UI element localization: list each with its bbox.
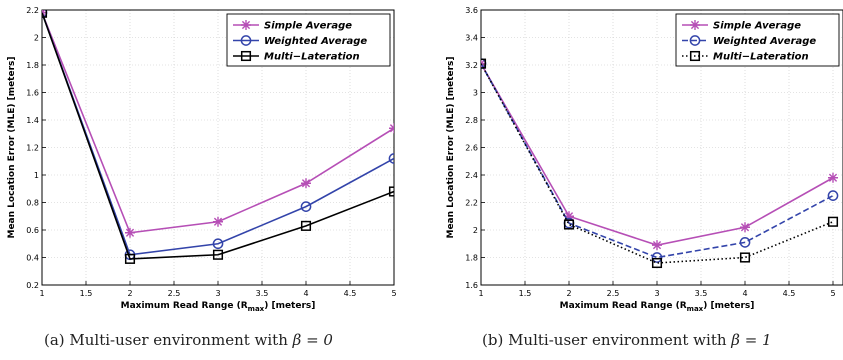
y-tick-label: 1 (34, 171, 39, 180)
y-tick-label: 3.4 (465, 34, 478, 43)
y-tick-label: 2.8 (465, 116, 478, 125)
legend-label: Weighted Average (264, 36, 367, 47)
y-axis-label: Mean Location Error (MLE) [meters] (7, 57, 17, 239)
legend-label: Simple Average (713, 21, 801, 32)
x-axis-label: Maximum Read Range (Rmax) [meters] (121, 301, 316, 313)
legend-label: Weighted Average (713, 36, 816, 47)
data-point (739, 252, 751, 263)
x-tick-label: 3.5 (695, 289, 708, 298)
x-tick-label: 1.5 (80, 289, 93, 298)
y-tick-label: 2.2 (26, 6, 39, 15)
caption-a-math: β = 0 (292, 331, 333, 349)
x-tick-label: 2.5 (168, 289, 181, 298)
data-point (739, 237, 751, 248)
x-tick-label: 5 (391, 289, 396, 298)
data-point (42, 10, 48, 18)
x-tick-label: 3 (654, 289, 659, 298)
data-point (124, 253, 136, 264)
series-group (481, 58, 839, 269)
data-point (389, 123, 394, 134)
y-tick-label: 2.6 (465, 144, 478, 153)
x-tick-label: 5 (830, 289, 835, 298)
y-tick-label: 0.8 (26, 199, 39, 208)
y-tick-label: 2.2 (465, 199, 478, 208)
y-tick-label: 1.8 (465, 254, 478, 263)
legend-label: Multi−Lateration (264, 52, 360, 63)
y-tick-label: 2.4 (465, 171, 478, 180)
x-tick-label: 3 (215, 289, 220, 298)
y-tick-label: 1.6 (26, 89, 39, 98)
data-point (827, 190, 839, 201)
x-tick-label: 4.5 (783, 289, 796, 298)
data-point (652, 240, 662, 251)
y-tick-label: 1.4 (26, 116, 39, 125)
data-point (213, 216, 223, 227)
legend-label: Multi−Lateration (713, 52, 809, 63)
data-point (740, 222, 750, 233)
legend-marker (240, 35, 252, 46)
caption-a-text: (a) Multi-user environment with (44, 331, 293, 349)
series-line-2 (42, 12, 394, 260)
legend-marker (690, 20, 700, 30)
data-point (651, 252, 663, 263)
x-tick-label: 1.5 (519, 289, 532, 298)
x-axis-label: Maximum Read Range (Rmax) [meters] (560, 301, 755, 313)
y-tick-label: 2 (34, 34, 39, 43)
y-tick-label: 0.6 (26, 226, 39, 235)
x-tick-label: 1 (39, 289, 44, 298)
data-point (828, 172, 838, 183)
y-tick-label: 1.6 (465, 281, 478, 290)
caption-b-math: β = 1 (731, 331, 772, 349)
legend-marker (689, 50, 701, 62)
data-point (481, 58, 487, 69)
data-point (651, 257, 663, 269)
legend-label: Simple Average (264, 21, 352, 32)
x-tick-label: 2 (127, 289, 132, 298)
y-tick-label: 0.4 (26, 254, 39, 263)
series-group (42, 10, 394, 264)
y-tick-label: 0.2 (26, 281, 39, 290)
data-point (388, 153, 394, 164)
x-tick-label: 3.5 (256, 289, 269, 298)
x-tick-label: 2.5 (607, 289, 620, 298)
x-tick-label: 4.5 (344, 289, 357, 298)
x-tick-label: 1 (478, 289, 483, 298)
legend: Simple Average Weighted Average Multi−Late… (675, 13, 840, 67)
y-tick-label: 3 (473, 89, 478, 98)
caption-b-text: (b) Multi-user environment with (482, 331, 732, 349)
series-line-1 (42, 12, 394, 256)
data-point (564, 211, 574, 222)
x-tick-label: 2 (566, 289, 571, 298)
y-tick-label: 1.2 (26, 144, 39, 153)
data-point (300, 220, 312, 231)
x-tick-label: 4 (742, 289, 747, 298)
data-point (125, 227, 135, 238)
legend-marker (241, 20, 251, 30)
legend-marker (240, 50, 252, 62)
x-tick-label: 4 (303, 289, 308, 298)
data-point (563, 219, 575, 230)
data-point (212, 249, 224, 260)
y-tick-label: 3.6 (465, 6, 478, 15)
y-tick-label: 1.8 (26, 61, 39, 70)
legend: Simple Average Weighted Average Multi−Late… (226, 13, 391, 67)
chart-panel-a: 1 1.5 2 2.5 3 3.5 4 4.5 5 0.2 0.4 0.6 0.8 1 1.2 1.4 1.6 1… (7, 6, 397, 313)
data-point (301, 178, 311, 189)
y-axis-label: Mean Location Error (MLE) [meters] (446, 57, 456, 239)
data-point (827, 216, 839, 227)
y-tick-label: 2 (473, 226, 478, 235)
figure-canvas: 1 1.5 2 2.5 3 3.5 4 4.5 50.20.40.60.811.21.41.61… (7, 6, 843, 313)
data-point (388, 186, 394, 197)
data-point (300, 201, 312, 212)
legend-marker (689, 35, 701, 46)
data-point (212, 238, 224, 250)
caption-b: (b) Multi-user environment with β = 1 (482, 331, 772, 349)
chart-panel-b: 1 1.5 2 2.5 3 3.5 4 4.5 5 1.6 1.8 2 2.2 2.4 2.6 2.8 3 3.2… (446, 6, 843, 313)
caption-a: (a) Multi-user environment with β = 0 (44, 331, 333, 349)
y-tick-label: 3.2 (465, 61, 478, 70)
